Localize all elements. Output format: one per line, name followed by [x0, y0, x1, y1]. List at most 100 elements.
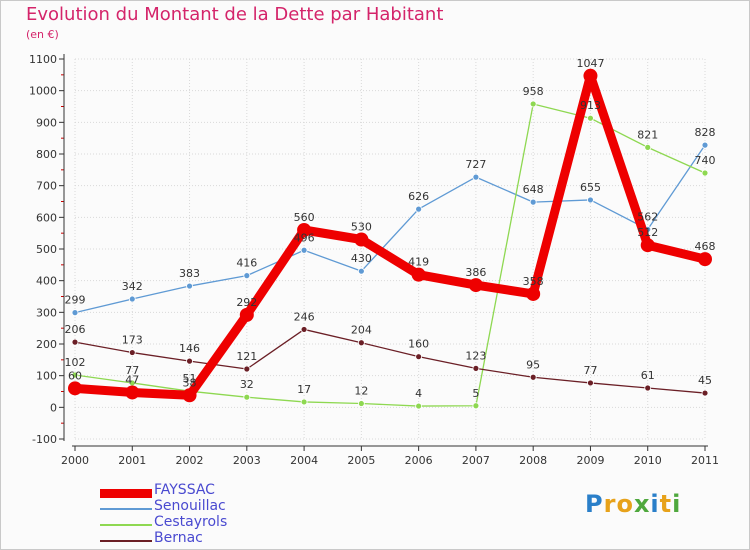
data-point	[415, 402, 423, 410]
data-point	[300, 326, 308, 333]
series-lines	[68, 68, 712, 410]
grid	[74, 58, 706, 440]
legend-label: Bernac	[154, 530, 203, 546]
x-tick-label: 2007	[462, 454, 490, 467]
data-label: 342	[122, 280, 143, 293]
data-point	[587, 114, 594, 122]
data-point	[415, 353, 423, 361]
data-point	[587, 196, 594, 204]
series-line-senouillac	[74, 144, 706, 314]
data-label: 913	[580, 99, 601, 112]
data-label: 727	[465, 158, 486, 171]
y-tick-label: 0	[50, 401, 57, 414]
y-tick-label: -100	[32, 433, 57, 446]
data-label: 821	[637, 128, 658, 141]
legend-swatch	[100, 540, 152, 542]
data-label: 562	[637, 210, 658, 223]
y-tick-label: 1000	[29, 85, 57, 98]
x-tick-label: 2004	[290, 454, 318, 467]
data-label: 121	[236, 350, 257, 363]
y-tick-label: 400	[36, 275, 57, 288]
data-point	[243, 393, 251, 401]
data-point	[297, 223, 312, 237]
axes: -100 0 100 200 300 400 500 600 700 800 900 1000 1100…	[29, 53, 719, 467]
data-label: 204	[351, 324, 372, 337]
y-tick-label: 200	[36, 338, 57, 351]
data-point	[300, 398, 308, 406]
data-point	[526, 286, 541, 301]
data-point	[354, 232, 369, 247]
data-label: 560	[294, 211, 315, 224]
data-point	[472, 402, 480, 410]
data-point	[186, 357, 193, 365]
data-label: 358	[523, 275, 544, 288]
data-point	[701, 389, 709, 397]
data-point	[411, 267, 426, 282]
data-point	[357, 339, 365, 347]
data-label: 648	[523, 183, 544, 196]
data-label: 173	[122, 334, 143, 347]
data-label: 419	[408, 256, 429, 269]
data-label: 51	[183, 372, 197, 385]
data-label: 299	[65, 294, 86, 307]
series-line-bernac	[74, 328, 706, 394]
data-label: 1047	[576, 57, 604, 70]
data-point	[243, 272, 251, 280]
data-point	[71, 309, 79, 317]
data-label: 146	[179, 342, 200, 355]
x-tick-label: 2000	[61, 454, 89, 467]
data-point	[357, 267, 365, 275]
data-label: 416	[236, 257, 257, 270]
series-line-fayssac	[70, 71, 710, 400]
data-label: 38	[183, 376, 197, 389]
x-tick-label: 2010	[634, 454, 662, 467]
chart-subtitle: (en €)	[26, 28, 59, 41]
data-label: 206	[65, 323, 86, 336]
data-point	[644, 384, 652, 392]
y-tick-label: 800	[36, 148, 57, 161]
data-point	[529, 198, 537, 206]
data-point	[128, 349, 136, 356]
data-label: 386	[465, 266, 486, 279]
y-tick-label: 300	[36, 306, 57, 319]
data-point	[529, 373, 537, 381]
data-label: 292	[236, 296, 257, 309]
proxiti-logo: Proxiti	[585, 490, 681, 518]
data-label: 77	[583, 364, 597, 377]
data-label: 123	[465, 349, 486, 362]
y-tick-label: 900	[36, 116, 57, 129]
data-point	[357, 400, 365, 407]
data-point	[698, 252, 712, 267]
logo-letter: o	[616, 490, 634, 518]
data-point	[701, 169, 709, 177]
data-label: 32	[240, 378, 254, 391]
data-label: 4	[415, 387, 422, 400]
data-point	[529, 100, 537, 108]
data-point	[239, 307, 254, 322]
x-tick-label: 2001	[118, 454, 146, 467]
y-tick-label: 600	[36, 211, 57, 224]
data-point	[583, 68, 598, 83]
data-point	[71, 338, 79, 346]
x-tick-label: 2002	[176, 454, 204, 467]
data-point	[128, 295, 136, 303]
legend-label: Cestayrols	[154, 514, 228, 530]
logo-letter: x	[633, 490, 651, 518]
legend-swatch	[100, 508, 152, 510]
data-label: 246	[294, 310, 315, 323]
data-label: 5	[472, 387, 479, 400]
data-label: 496	[294, 231, 315, 244]
data-label: 383	[179, 267, 200, 280]
data-label: 102	[65, 356, 86, 369]
data-point	[71, 371, 79, 379]
y-tick-label: 700	[36, 180, 57, 193]
y-tick-label: 100	[36, 370, 57, 383]
data-label: 12	[354, 385, 368, 398]
data-label: 47	[125, 373, 139, 386]
data-point	[125, 385, 140, 400]
legend-label: Senouillac	[154, 498, 226, 514]
data-label: 530	[351, 221, 372, 234]
data-label: 61	[641, 369, 655, 382]
